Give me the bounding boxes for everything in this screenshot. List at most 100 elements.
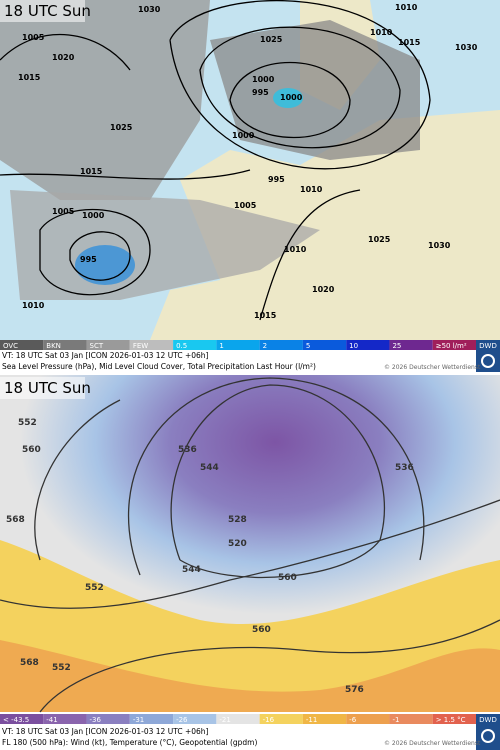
legend-swatch — [259, 714, 303, 724]
legend-swatch — [173, 340, 217, 350]
legend-swatch — [432, 340, 476, 350]
contour-label: 560 — [278, 573, 297, 583]
legend-swatch — [86, 340, 130, 350]
legend-swatch — [389, 714, 433, 724]
legend-swatch — [0, 714, 44, 724]
legend-label: ≥50 l/m² — [436, 342, 467, 350]
legend-swatch — [302, 714, 347, 724]
contour-label: 560 — [252, 625, 271, 635]
isobar-label: 1010 — [284, 245, 307, 254]
legend-swatch — [259, 340, 303, 350]
isobar-label: 1030 — [455, 43, 478, 52]
isobar-label: 1010 — [370, 28, 393, 37]
isobar-label: 1025 — [368, 235, 391, 244]
isobar-label: 1030 — [138, 5, 161, 14]
isobar-label: 1020 — [52, 53, 75, 62]
legend-swatch — [129, 714, 174, 724]
isobar-label: 1015 — [254, 311, 277, 320]
isobar-label: 1010 — [300, 185, 323, 194]
description: Sea Level Pressure (hPa), Mid Level Clou… — [2, 362, 316, 371]
legend-swatch — [389, 340, 433, 350]
isobar-labels: 1030 1005 1020 1015 1025 1000 995 1010 1025 1010 1… — [18, 3, 478, 320]
isobar-label: 995 — [252, 88, 269, 97]
legend-label: 0.5 — [176, 342, 187, 350]
logo-text: DWD — [479, 342, 497, 350]
legend-label: -11 — [306, 716, 317, 724]
contour-label: 560 — [22, 445, 41, 455]
isobar-label: 1010 — [395, 3, 418, 12]
legend-label: SCT — [90, 342, 104, 350]
legend-label: -16 — [263, 716, 275, 724]
contour-label: 552 — [18, 418, 37, 428]
legend-label: -36 — [90, 716, 102, 724]
legend-swatch — [173, 714, 217, 724]
legend-label: -6 — [349, 716, 357, 724]
legend-label: < -43.5 — [3, 716, 29, 724]
description: FL 180 (500 hPa): Wind (kt), Temperature… — [2, 738, 258, 747]
copyright: © 2026 Deutscher Wetterdienst — [384, 740, 481, 747]
isobar-label: 1015 — [80, 167, 103, 176]
contour-label: 576 — [345, 685, 364, 695]
contour-label: 520 — [228, 539, 247, 549]
isobar-label: 1000 — [280, 93, 303, 102]
copyright: © 2026 Deutscher Wetterdienst — [384, 364, 481, 371]
isobar-label: 1005 — [22, 33, 45, 42]
isobar-label: 1025 — [260, 35, 283, 44]
contour-label: 536 — [395, 463, 414, 473]
contour-label: 568 — [6, 515, 25, 525]
valid-time: VT: 18 UTC Sat 03 Jan [ICON 2026-01-03 1… — [2, 351, 209, 360]
legend-label: -1 — [392, 716, 399, 724]
time-label: 18 UTC Sun — [4, 379, 91, 397]
isobar-label: 1000 — [232, 131, 255, 140]
legend-label: 25 — [392, 342, 401, 350]
contour-label: 528 — [228, 515, 247, 525]
legend-swatch — [0, 340, 44, 350]
legend-label: OVC — [3, 342, 18, 350]
legend-label: 2 — [263, 342, 267, 350]
legend-label: 5 — [306, 342, 310, 350]
contour-label: 544 — [200, 463, 219, 473]
contour-label: 552 — [52, 663, 71, 673]
legend-swatch — [129, 340, 174, 350]
legend-swatch — [43, 340, 87, 350]
contour-label: 552 — [85, 583, 104, 593]
legend-swatch — [432, 714, 476, 724]
contour-label: 568 — [20, 658, 39, 668]
legend-label: BKN — [46, 342, 61, 350]
legend-swatch — [86, 714, 130, 724]
bottom-map: 18 UTC Sun — [0, 375, 500, 713]
logo: DWD DWD — [476, 340, 500, 750]
legend-label: FEW — [133, 342, 148, 350]
isobar-label: 1020 — [312, 285, 335, 294]
legend-label: -21 — [219, 716, 230, 724]
legend-swatch — [43, 714, 87, 724]
isobar-label: 1000 — [252, 75, 275, 84]
legend-label: 10 — [349, 342, 358, 350]
legend-swatch — [216, 340, 260, 350]
legend-swatch — [216, 714, 260, 724]
isobar-label: 1000 — [82, 211, 105, 220]
isobar-label: 1005 — [234, 201, 257, 210]
top-map: 18 UTC Sun — [0, 0, 500, 340]
legend-label: -26 — [176, 716, 188, 724]
isobar-label: 995 — [80, 255, 97, 264]
legend-swatch — [346, 340, 390, 350]
legend-swatch — [302, 340, 347, 350]
isobar-label: 995 — [268, 175, 285, 184]
isobar-label: 1005 — [52, 207, 75, 216]
legend: OVC BKN SCT FEW 0.5 1 2 5 10 25 ≥50 l/m² — [0, 340, 476, 350]
isobar-label: 1030 — [428, 241, 451, 250]
contour-label: 536 — [178, 445, 197, 455]
isobar-label: 1025 — [110, 123, 133, 132]
legend-label: 1 — [219, 342, 223, 350]
legend-label: > 1.5 °C — [436, 716, 466, 724]
isobar-label: 1015 — [18, 73, 41, 82]
legend-swatch — [346, 714, 390, 724]
legend-label: -41 — [46, 716, 57, 724]
time-label: 18 UTC Sun — [4, 2, 91, 20]
logo-text: DWD — [479, 716, 497, 724]
isobar-label: 1015 — [398, 38, 421, 47]
